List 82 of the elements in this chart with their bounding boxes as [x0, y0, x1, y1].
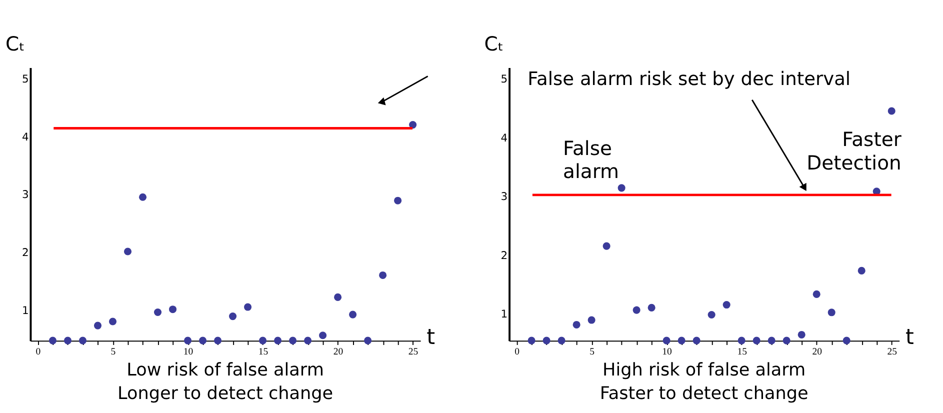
annotation: False alarm	[563, 136, 620, 184]
x-axis-title: t	[426, 325, 436, 350]
x-tick-label: 15	[258, 346, 268, 358]
y-tick-label: 4	[500, 131, 508, 144]
point	[198, 336, 207, 344]
text: Low risk of false alarm	[126, 360, 324, 381]
x-tick-label: 20	[812, 346, 822, 358]
point	[108, 318, 117, 326]
y-tick-label: 3	[22, 188, 29, 202]
y-tick-label: 4	[22, 130, 29, 144]
point	[228, 312, 237, 320]
y-axis-title: Cₜ	[5, 32, 25, 56]
point	[124, 248, 132, 256]
point	[274, 336, 282, 344]
text: Longer to detect change	[117, 384, 334, 404]
point	[409, 121, 417, 129]
point	[48, 336, 57, 344]
point	[618, 184, 626, 192]
annotation: Faster Detection	[806, 128, 902, 174]
point	[184, 336, 192, 344]
point	[692, 336, 700, 344]
point	[648, 304, 656, 312]
point	[812, 290, 820, 298]
point	[572, 320, 580, 328]
point	[394, 196, 402, 204]
text: High risk of false alarm	[602, 360, 806, 381]
x-tick-label: 0	[36, 346, 41, 358]
point	[768, 336, 776, 344]
y-axis-title: Cₜ	[484, 32, 504, 56]
point	[678, 336, 686, 344]
point	[168, 306, 177, 314]
point	[888, 107, 896, 115]
point	[738, 336, 746, 344]
point	[842, 336, 850, 344]
point	[632, 306, 640, 314]
point	[334, 293, 342, 301]
point	[214, 336, 222, 344]
x-tick-label: 25	[408, 346, 418, 358]
point	[558, 336, 566, 344]
y-tick-label: 1	[500, 308, 508, 321]
point	[798, 330, 806, 338]
point	[722, 301, 730, 309]
point	[319, 332, 327, 340]
y-tick-label: 2	[22, 246, 29, 260]
y-tick-label: 1	[22, 304, 29, 317]
y-tick-label: 2	[500, 248, 508, 262]
x-axis-title: t	[905, 325, 914, 350]
text: Faster to detect change	[600, 384, 808, 404]
point	[858, 266, 866, 274]
x-tick-label: 20	[333, 346, 344, 358]
x-tick-label: 15	[737, 346, 748, 358]
x-tick-label: 10	[183, 346, 194, 358]
point	[602, 242, 610, 250]
point	[349, 310, 357, 318]
point	[138, 193, 147, 201]
annotation: False alarm risk set by dec interval	[528, 69, 851, 90]
x-tick-label: 0	[514, 346, 520, 358]
x-tick-label: 10	[662, 346, 672, 358]
x-tick-label: 25	[887, 346, 898, 358]
point	[64, 336, 72, 344]
point	[304, 336, 312, 344]
point	[662, 336, 670, 344]
x-tick-label: 5	[590, 346, 595, 358]
point	[752, 336, 760, 344]
point	[828, 308, 836, 316]
point	[289, 336, 297, 344]
x-tick-label: 5	[110, 346, 116, 358]
point	[154, 308, 162, 316]
point	[244, 303, 252, 311]
y-tick-label: 5	[22, 72, 29, 86]
point	[94, 322, 102, 330]
point	[364, 336, 372, 344]
point	[379, 271, 387, 279]
point	[588, 316, 596, 324]
y-tick-label: 3	[500, 190, 508, 204]
point	[78, 336, 87, 344]
point	[258, 336, 267, 344]
point	[782, 336, 790, 344]
point	[528, 336, 536, 344]
point	[708, 310, 716, 319]
y-tick-label: 5	[500, 72, 508, 86]
point	[542, 336, 550, 344]
